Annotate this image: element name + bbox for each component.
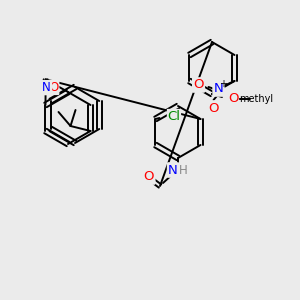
Text: O: O [49,81,58,94]
Text: H: H [178,164,188,176]
Text: O: O [208,101,219,115]
Text: O: O [144,170,154,184]
Text: O: O [193,79,204,92]
Text: O: O [228,92,238,106]
Text: methyl: methyl [239,94,273,104]
Text: Cl: Cl [167,110,181,122]
Text: N: N [214,82,224,95]
Text: +: + [220,79,227,89]
Text: N: N [168,164,178,176]
Text: N: N [42,81,51,94]
